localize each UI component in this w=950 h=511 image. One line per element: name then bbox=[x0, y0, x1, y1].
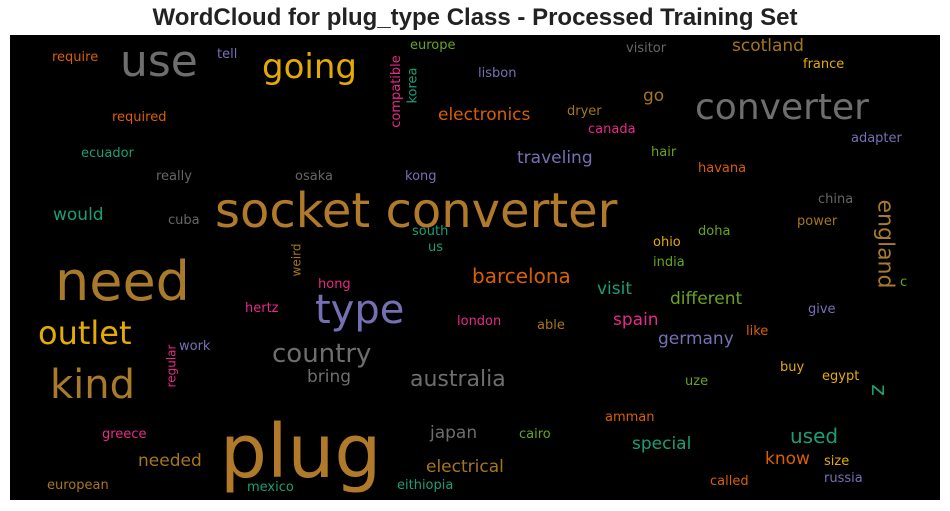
word-c: c bbox=[900, 275, 908, 290]
word-hertz: hertz bbox=[245, 301, 279, 316]
word-adapter: adapter bbox=[851, 131, 902, 146]
word-osaka: osaka bbox=[295, 169, 333, 184]
word-plug: plug bbox=[220, 409, 382, 495]
word-called: called bbox=[710, 474, 749, 489]
word-require: require bbox=[52, 50, 99, 65]
word-compatible: compatible bbox=[388, 55, 404, 128]
word-really: really bbox=[156, 169, 192, 184]
word-spain: spain bbox=[613, 310, 659, 330]
word-work: work bbox=[179, 339, 211, 354]
word-like: like bbox=[746, 324, 769, 339]
word-used: used bbox=[790, 424, 839, 448]
word-doha: doha bbox=[698, 224, 731, 239]
word-australia: australia bbox=[410, 367, 506, 392]
word-india: india bbox=[653, 255, 685, 270]
word-kong: kong bbox=[405, 169, 437, 184]
word-european: european bbox=[47, 478, 109, 493]
word-buy: buy bbox=[780, 360, 805, 375]
word-china: china bbox=[818, 192, 854, 207]
word-give: give bbox=[808, 302, 836, 317]
word-tell: tell bbox=[217, 47, 238, 62]
word-electrical: electrical bbox=[426, 457, 504, 477]
word-ohio: ohio bbox=[653, 235, 681, 250]
word-dryer: dryer bbox=[567, 104, 602, 119]
word-cairo: cairo bbox=[519, 427, 551, 442]
word-egypt: egypt bbox=[822, 369, 860, 384]
word-kind: kind bbox=[50, 362, 136, 408]
word-england: england bbox=[872, 199, 898, 289]
word-barcelona: barcelona bbox=[472, 264, 571, 288]
word-electronics: electronics bbox=[438, 105, 531, 125]
word-havana: havana bbox=[698, 161, 747, 176]
word-cuba: cuba bbox=[168, 213, 200, 228]
word-size: size bbox=[824, 454, 850, 469]
word-know: know bbox=[765, 449, 810, 469]
word-outlet: outlet bbox=[38, 314, 132, 352]
word-type: type bbox=[315, 287, 405, 333]
word-europe: europe bbox=[410, 38, 456, 53]
word-hong: hong bbox=[318, 277, 351, 292]
word-amman: amman bbox=[605, 410, 655, 425]
word-socket-converter: socket converter bbox=[215, 183, 618, 239]
word-south: south bbox=[412, 224, 449, 239]
word-visit: visit bbox=[597, 279, 633, 299]
word-canada: canada bbox=[588, 122, 636, 137]
word-hair: hair bbox=[651, 145, 677, 160]
word-traveling: traveling bbox=[517, 148, 593, 168]
word-required: required bbox=[112, 110, 167, 125]
word-power: power bbox=[797, 214, 838, 229]
word-different: different bbox=[670, 289, 743, 309]
word-cloud-canvas: plug socket converter need converter use type… bbox=[10, 35, 940, 500]
word-japan: japan bbox=[430, 423, 478, 443]
chart-title: WordCloud for plug_type Class - Processe… bbox=[152, 4, 798, 31]
word-z: z bbox=[865, 384, 891, 396]
word-bring: bring bbox=[307, 367, 352, 387]
word-us: us bbox=[428, 240, 444, 255]
word-special: special bbox=[632, 434, 692, 454]
word-greece: greece bbox=[102, 427, 147, 442]
word-weird: weird bbox=[289, 243, 304, 277]
word-need: need bbox=[55, 250, 190, 313]
word-would: would bbox=[53, 205, 104, 225]
word-london: london bbox=[457, 314, 502, 329]
word-go: go bbox=[643, 86, 665, 106]
word-ecuador: ecuador bbox=[81, 146, 134, 161]
word-regular: regular bbox=[164, 344, 179, 388]
word-france: france bbox=[803, 57, 845, 72]
word-eithiopia: eithiopia bbox=[397, 478, 454, 493]
word-going: going bbox=[262, 47, 357, 87]
word-germany: germany bbox=[658, 329, 734, 349]
word-korea: korea bbox=[405, 67, 421, 104]
word-mexico: mexico bbox=[247, 480, 294, 495]
word-russia: russia bbox=[824, 471, 863, 486]
word-lisbon: lisbon bbox=[478, 66, 517, 81]
word-able: able bbox=[537, 318, 565, 333]
word-visitor: visitor bbox=[626, 41, 667, 56]
word-scotland: scotland bbox=[732, 36, 804, 56]
word-uze: uze bbox=[685, 374, 709, 389]
word-use: use bbox=[120, 36, 198, 87]
word-needed: needed bbox=[138, 451, 202, 471]
word-converter: converter bbox=[695, 87, 869, 128]
word-country: country bbox=[272, 339, 372, 369]
